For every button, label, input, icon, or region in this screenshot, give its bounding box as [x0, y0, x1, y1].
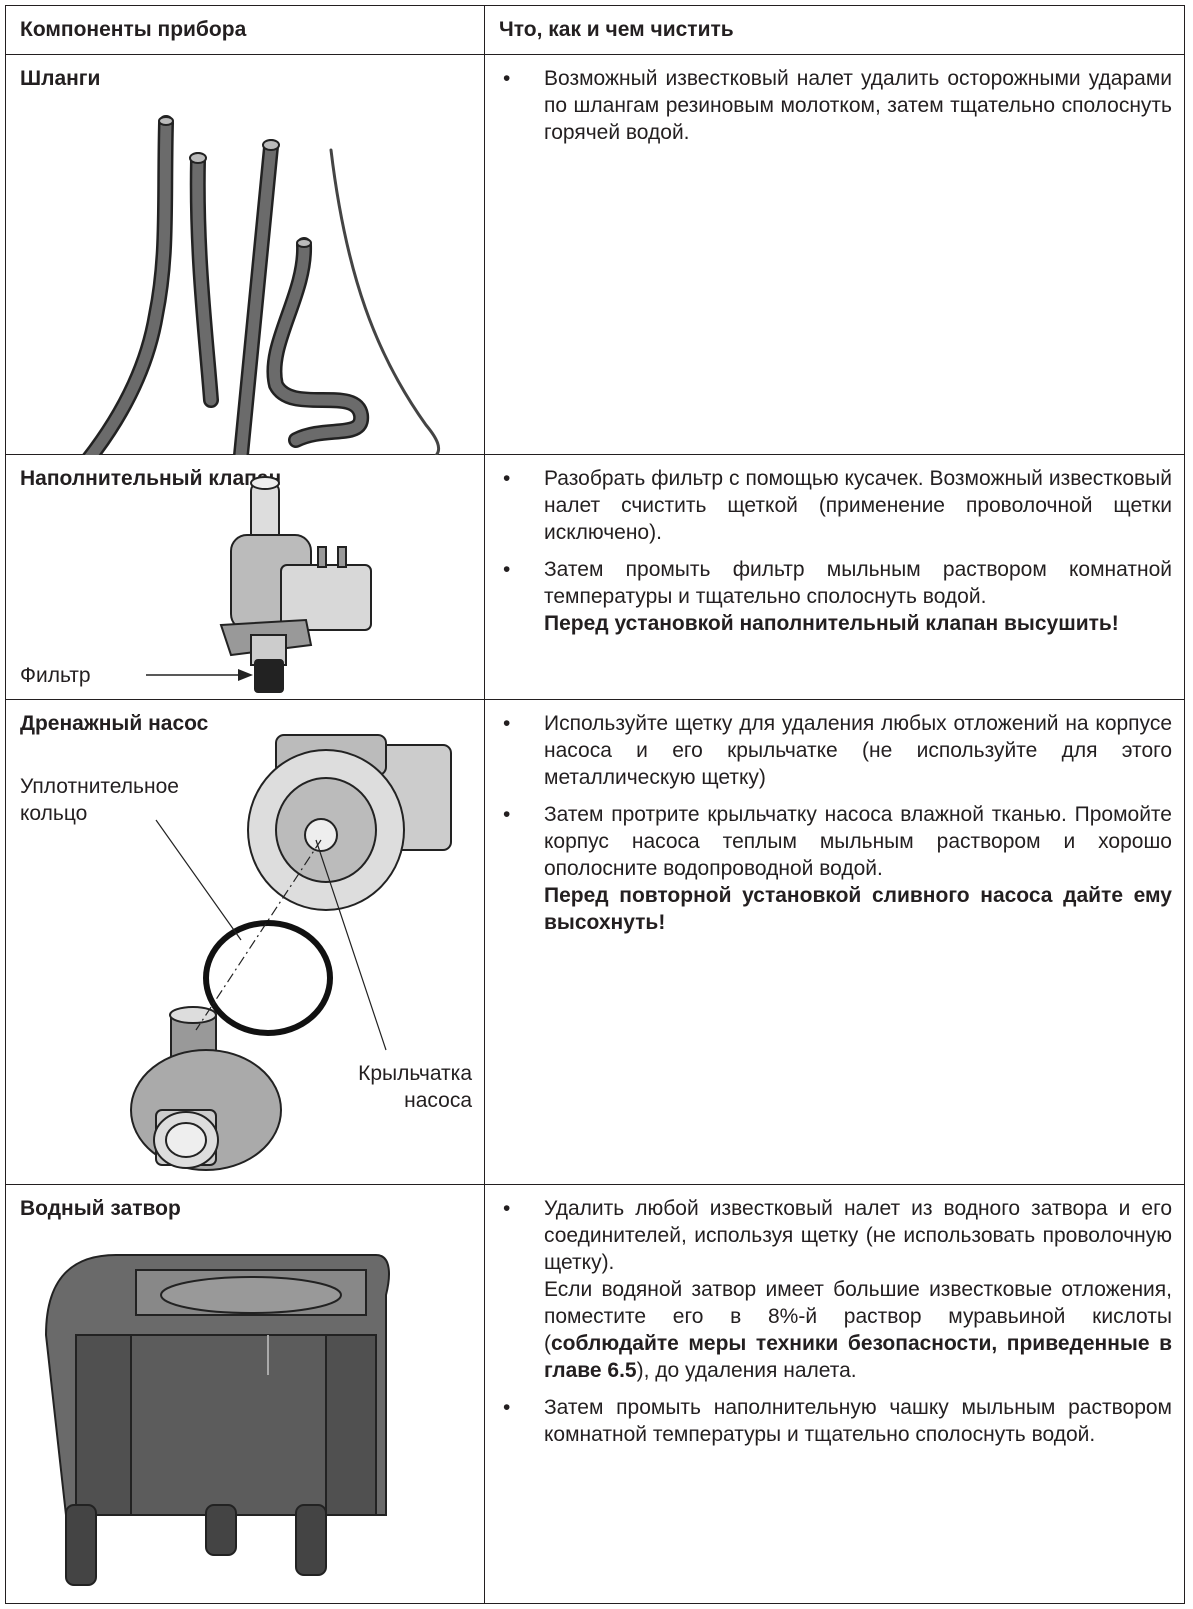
- table: Компоненты прибора Что, как и чем чистит…: [5, 5, 1185, 1604]
- component-cell: Наполнительный клапан Фильтр: [5, 455, 485, 700]
- text-segment: Удалить любой известковый налет из водно…: [544, 1197, 1172, 1274]
- paragraph: Если водяной затвор имеет большие извест…: [544, 1276, 1172, 1384]
- text-segment: Если водяной затвор имеет большие извест…: [544, 1278, 1172, 1355]
- component-name: Наполнительный клапан: [20, 467, 282, 490]
- hoses-illustration: [81, 115, 440, 455]
- instructions-cell: Возможный известковый налет удалить осто…: [485, 55, 1185, 455]
- paragraph: Удалить любой известковый налет из водно…: [544, 1195, 1172, 1276]
- text-segment: Затем промыть наполнительную чашку мыльн…: [544, 1396, 1172, 1446]
- text-segment: Возможный известковый налет удалить осто…: [544, 67, 1172, 144]
- component-name: Шланги: [20, 67, 101, 90]
- bullet-item: Разобрать фильтр с помощью кусачек. Возм…: [499, 465, 1172, 546]
- component-name: Дренажный насос: [20, 712, 209, 735]
- component-cell: Шланги: [5, 55, 485, 455]
- paragraph: Затем протрите крыльчатку насоса влажной…: [544, 801, 1172, 882]
- component-cell: Дренажный насос Уплотните: [5, 700, 485, 1185]
- header-cell: Компоненты прибора: [5, 5, 485, 55]
- instructions-cell: Удалить любой известковый налет из водно…: [485, 1185, 1185, 1604]
- pump-illustration: [130, 734, 452, 1171]
- paragraph: Возможный известковый налет удалить осто…: [544, 65, 1172, 146]
- water-trap-illustration: [44, 1254, 390, 1586]
- text-segment: Затем промыть фильтр мыльным раствором к…: [544, 558, 1172, 608]
- paragraph: Перед повторной установкой сливного насо…: [544, 882, 1172, 936]
- callout-label: Крыльчатка насоса: [358, 1062, 472, 1112]
- bullet-item: Затем промыть наполнительную чашку мыльн…: [499, 1394, 1172, 1448]
- bullet-item: Возможный известковый налет удалить осто…: [499, 65, 1172, 146]
- bullet-item: Затем промыть фильтр мыльным раствором к…: [499, 556, 1172, 637]
- text-segment: Перед установкой наполнительный клапан в…: [544, 612, 1119, 635]
- text-segment: Затем протрите крыльчатку насоса влажной…: [544, 803, 1172, 880]
- valve-illustration: [146, 476, 372, 693]
- instructions-cell: Используйте щетку для удаления любых отл…: [485, 700, 1185, 1185]
- text-segment: Используйте щетку для удаления любых отл…: [544, 712, 1172, 789]
- text-segment: ), до удаления налета.: [636, 1359, 857, 1382]
- bullet-item: Используйте щетку для удаления любых отл…: [499, 710, 1172, 791]
- callout-label: Фильтр: [20, 664, 91, 687]
- paragraph: Разобрать фильтр с помощью кусачек. Возм…: [544, 465, 1172, 546]
- callout-label: Уплотнительное кольцо: [20, 775, 179, 825]
- bullet-item: Затем протрите крыльчатку насоса влажной…: [499, 801, 1172, 936]
- text-segment: соблюдайте меры техники безопасности, пр…: [544, 1332, 1172, 1382]
- header-cell: Что, как и чем чистить: [485, 5, 1185, 55]
- bullet-item: Удалить любой известковый налет из водно…: [499, 1195, 1172, 1384]
- component-cell: Водный затвор: [5, 1185, 485, 1604]
- paragraph: Затем промыть фильтр мыльным раствором к…: [544, 556, 1172, 610]
- instructions-cell: Разобрать фильтр с помощью кусачек. Возм…: [485, 455, 1185, 700]
- text-segment: Перед повторной установкой сливного насо…: [544, 884, 1172, 934]
- text-segment: Разобрать фильтр с помощью кусачек. Возм…: [544, 467, 1172, 544]
- component-name: Водный затвор: [20, 1197, 181, 1220]
- paragraph: Затем промыть наполнительную чашку мыльн…: [544, 1394, 1172, 1448]
- paragraph: Перед установкой наполнительный клапан в…: [544, 610, 1172, 637]
- paragraph: Используйте щетку для удаления любых отл…: [544, 710, 1172, 791]
